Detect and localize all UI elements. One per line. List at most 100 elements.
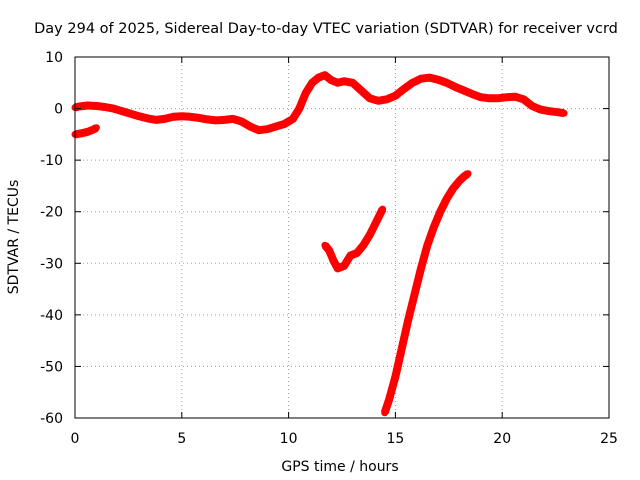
data-point bbox=[391, 373, 399, 381]
data-point bbox=[161, 115, 169, 123]
data-point bbox=[334, 264, 342, 272]
data-point bbox=[255, 126, 263, 134]
data-point bbox=[417, 75, 425, 83]
y-tick-label: 0 bbox=[54, 102, 63, 118]
y-tick-label: -40 bbox=[40, 308, 63, 324]
data-point bbox=[289, 115, 297, 123]
data-point bbox=[308, 79, 316, 87]
data-point bbox=[494, 94, 502, 102]
data-point bbox=[353, 249, 361, 257]
data-point bbox=[400, 85, 408, 93]
y-tick-label: -20 bbox=[40, 205, 63, 221]
data-point bbox=[468, 90, 476, 98]
data-point bbox=[144, 114, 152, 122]
data-point bbox=[92, 102, 100, 110]
data-point bbox=[464, 170, 472, 178]
y-tick-label: 10 bbox=[45, 50, 63, 66]
x-axis-label: GPS time / hours bbox=[281, 459, 398, 475]
data-point bbox=[528, 102, 536, 110]
data-point bbox=[347, 252, 354, 259]
axis-ticks: 0 5 10 15 20 25 10 0 -10 -20 -30 -40 -50 -60 bbox=[40, 50, 618, 447]
data-point bbox=[263, 125, 271, 133]
y-tick-label: -60 bbox=[40, 411, 63, 427]
data-point bbox=[374, 97, 382, 105]
y-tick-label: -30 bbox=[40, 256, 63, 272]
data-point bbox=[409, 79, 416, 87]
y-tick-label: -50 bbox=[40, 359, 63, 375]
chart-title: Day 294 of 2025, Sidereal Day-to-day VTE… bbox=[34, 21, 618, 37]
data-point bbox=[152, 116, 160, 124]
data-point bbox=[537, 106, 545, 114]
x-tick-label: 5 bbox=[177, 431, 186, 447]
data-point bbox=[327, 76, 335, 84]
data-point bbox=[169, 113, 177, 121]
data-point bbox=[366, 231, 374, 239]
data-point bbox=[109, 105, 117, 113]
data-point bbox=[426, 74, 434, 82]
data-point bbox=[340, 262, 348, 270]
y-axis-label: SDTVAR / TECUs bbox=[6, 180, 22, 295]
data-point bbox=[545, 107, 553, 115]
data-point bbox=[302, 89, 310, 97]
data-point bbox=[434, 76, 442, 84]
data-point bbox=[391, 92, 399, 100]
data-point bbox=[436, 208, 444, 216]
data-point bbox=[280, 120, 288, 128]
x-tick-label: 10 bbox=[280, 431, 298, 447]
data-point bbox=[238, 118, 246, 125]
data-point bbox=[186, 113, 194, 121]
data-point bbox=[477, 93, 485, 101]
data-point bbox=[423, 241, 431, 249]
data-point bbox=[321, 71, 329, 79]
x-tick-label: 0 bbox=[71, 431, 80, 447]
data-point bbox=[221, 116, 228, 124]
data-point bbox=[340, 77, 348, 85]
data-point bbox=[456, 177, 463, 185]
data-point bbox=[366, 94, 374, 102]
data-point bbox=[449, 185, 457, 192]
data-point bbox=[92, 124, 100, 132]
data-point bbox=[84, 102, 92, 109]
data-series bbox=[71, 71, 568, 417]
data-point bbox=[554, 108, 562, 116]
data-point bbox=[315, 74, 322, 82]
data-point bbox=[135, 112, 143, 120]
data-point bbox=[443, 79, 451, 87]
data-point bbox=[443, 195, 451, 203]
x-tick-label: 25 bbox=[600, 431, 618, 447]
data-point bbox=[127, 110, 134, 118]
data-point bbox=[460, 87, 468, 94]
data-point bbox=[411, 290, 419, 298]
data-point bbox=[349, 79, 357, 87]
data-point bbox=[372, 218, 380, 226]
plot-frame bbox=[74, 56, 610, 419]
data-point bbox=[203, 115, 211, 123]
data-point bbox=[334, 79, 342, 87]
data-point bbox=[357, 87, 365, 94]
data-point bbox=[381, 409, 389, 417]
data-point bbox=[212, 116, 220, 124]
data-point bbox=[195, 114, 203, 122]
data-point bbox=[118, 107, 126, 115]
data-point bbox=[77, 129, 85, 137]
data-point bbox=[325, 246, 333, 254]
data-point bbox=[101, 103, 109, 111]
data-point bbox=[451, 83, 459, 91]
data-point bbox=[511, 93, 519, 101]
data-point bbox=[84, 128, 92, 136]
data-point bbox=[383, 95, 391, 103]
data-point bbox=[417, 264, 425, 272]
data-point bbox=[330, 257, 337, 265]
data-point bbox=[359, 241, 367, 249]
data-point bbox=[379, 205, 387, 213]
data-point bbox=[229, 115, 237, 123]
data-point bbox=[178, 112, 186, 120]
data-point bbox=[398, 344, 406, 352]
data-point bbox=[246, 123, 254, 131]
data-point bbox=[520, 95, 528, 103]
data-point bbox=[295, 105, 303, 113]
data-point bbox=[503, 93, 510, 101]
data-point bbox=[321, 241, 329, 249]
